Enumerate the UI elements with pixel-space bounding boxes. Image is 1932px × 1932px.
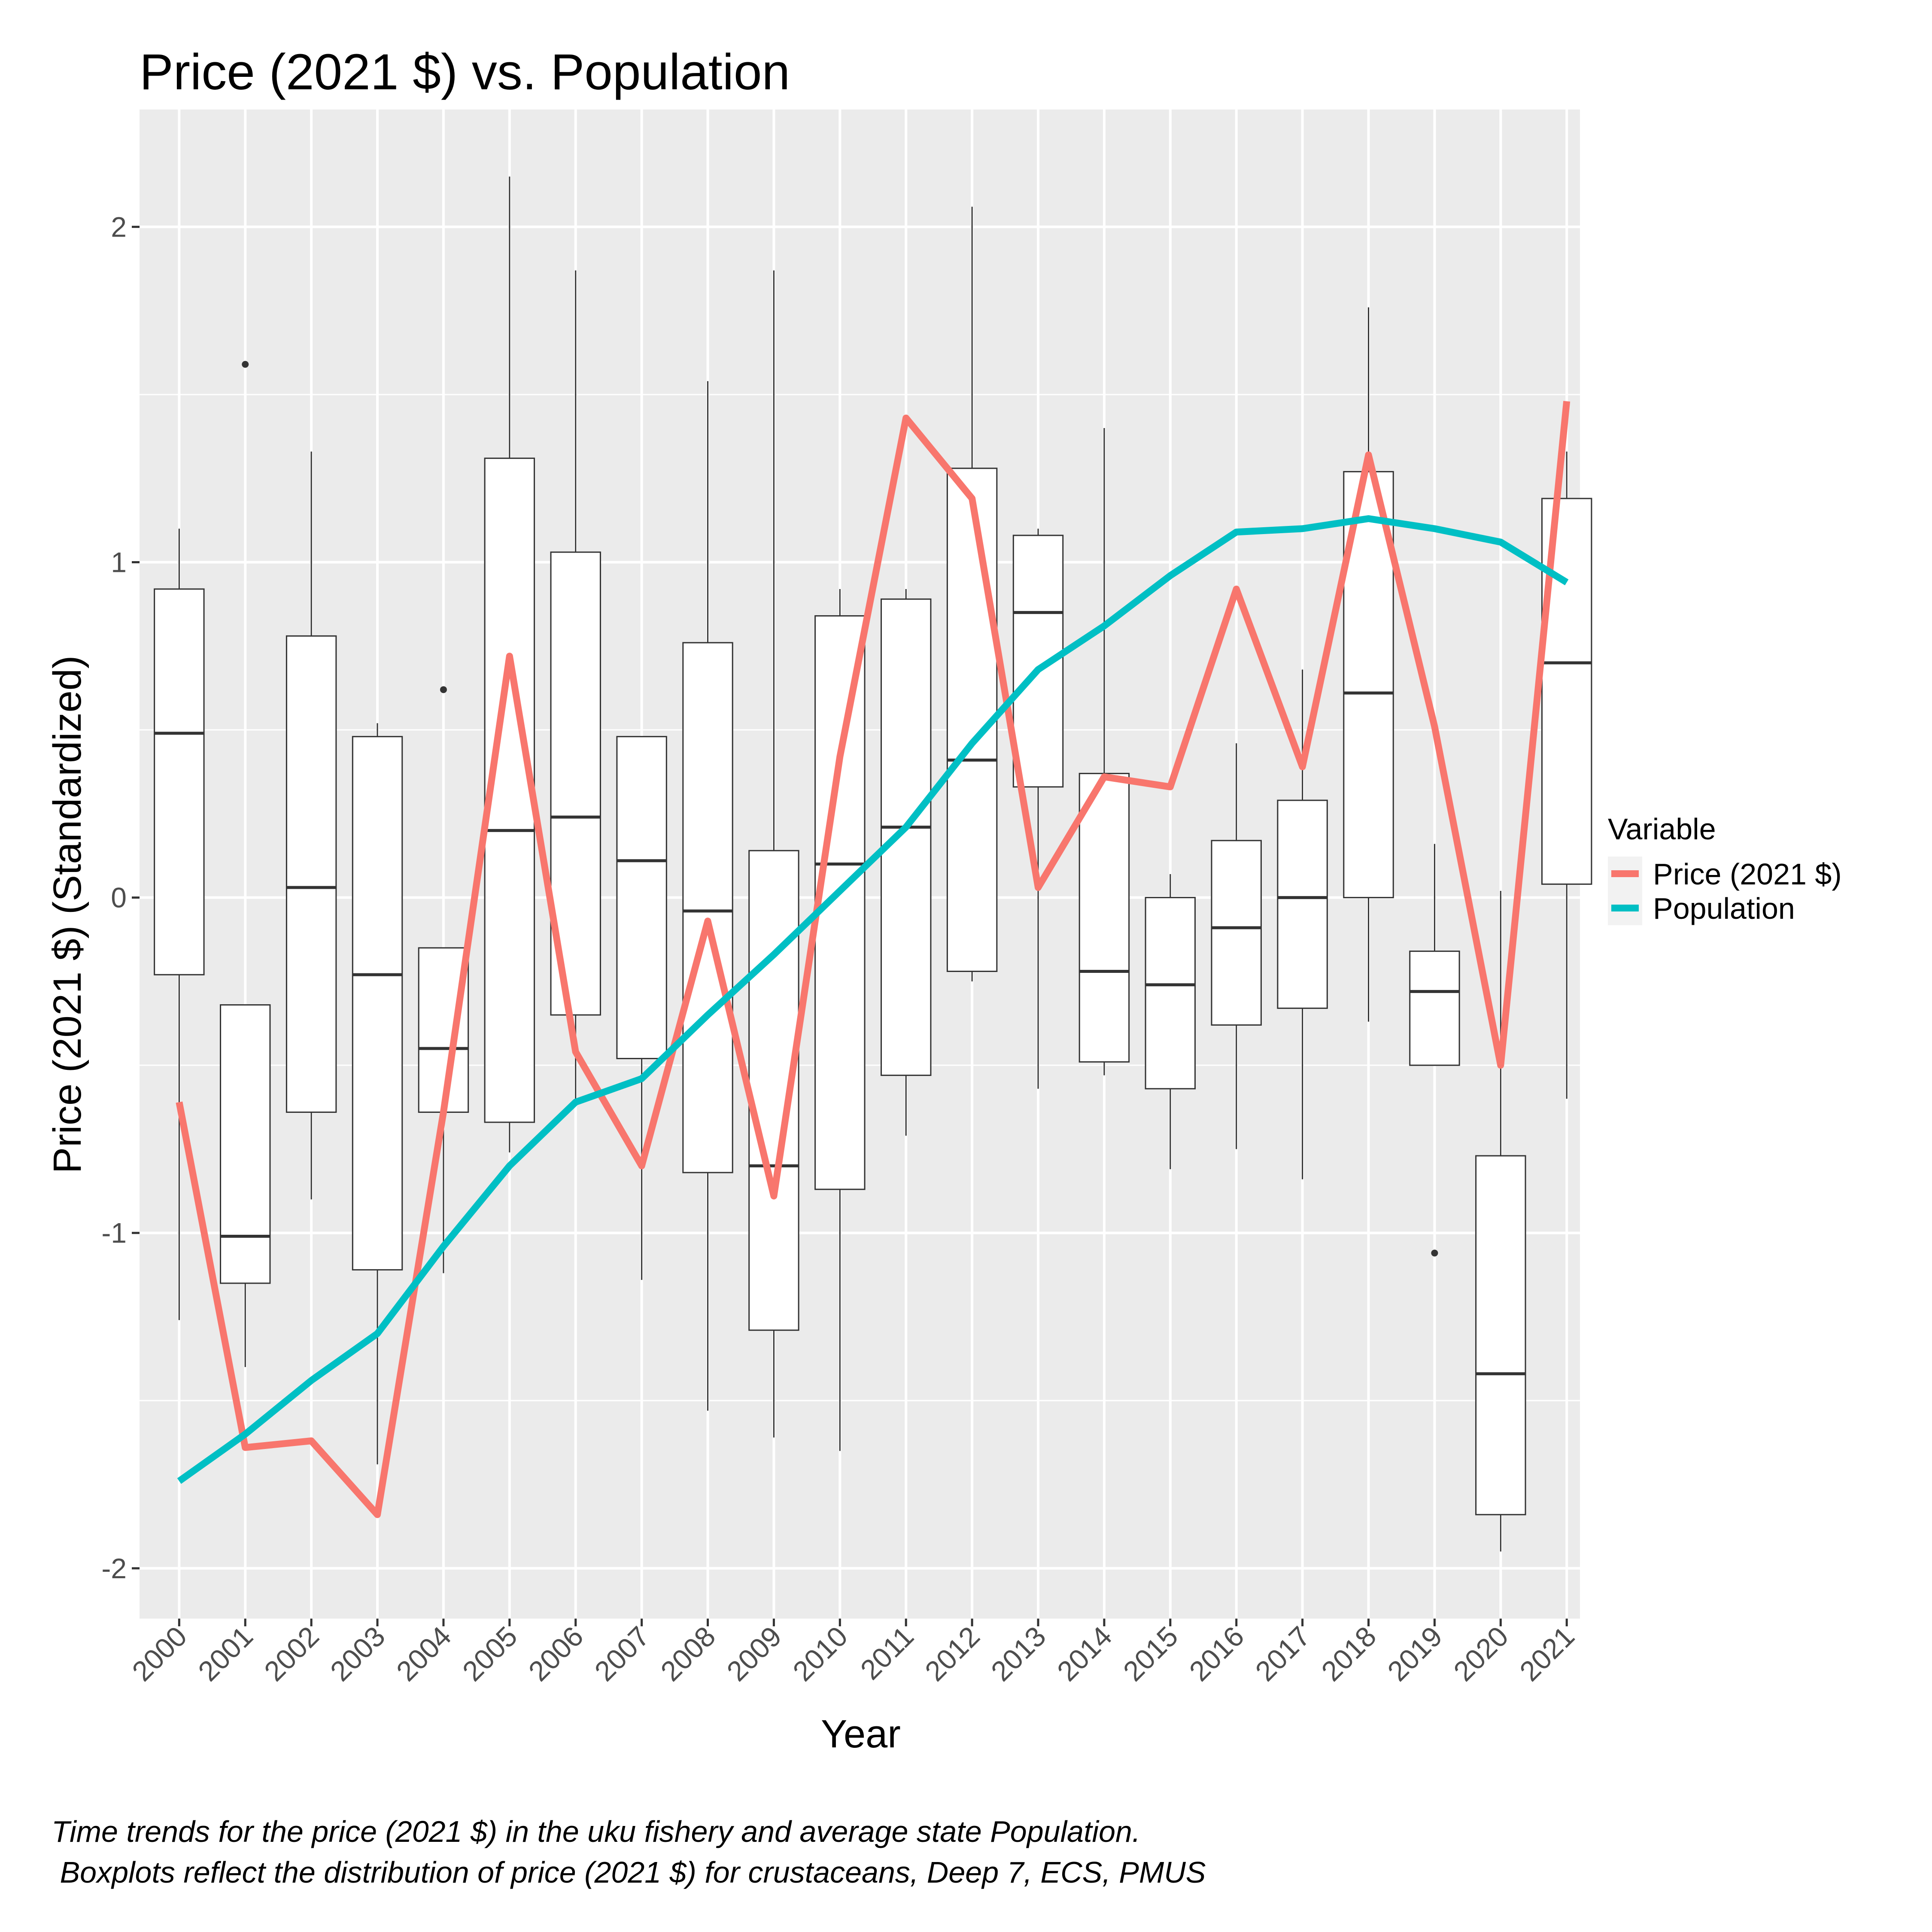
y-tick-label: -1 — [101, 1217, 127, 1249]
y-tick-label: 2 — [111, 211, 127, 243]
box — [616, 736, 667, 1060]
y-tick-label: -2 — [101, 1552, 127, 1584]
boxplot-2018 — [1343, 307, 1394, 1022]
chart-title: Price (2021 $) vs. Population — [140, 44, 790, 100]
outlier-point-0 — [242, 361, 249, 368]
legend-label-population: Population — [1653, 892, 1795, 925]
boxplot-2000 — [154, 529, 205, 1320]
box — [352, 736, 403, 1271]
box — [154, 588, 205, 975]
box — [748, 850, 799, 1331]
boxplot-2008 — [682, 381, 733, 1411]
box — [1277, 799, 1328, 1009]
box — [682, 642, 733, 1173]
box — [814, 615, 866, 1190]
legend: Variable Price (2021 $) Population — [1608, 812, 1842, 925]
boxplot-2002 — [286, 451, 337, 1200]
boxplot-2017 — [1277, 669, 1328, 1179]
x-axis-title: Year — [821, 1712, 901, 1756]
box — [1078, 773, 1130, 1063]
box — [1475, 1155, 1526, 1516]
caption-line-2: Boxplots reflect the distribution of pri… — [52, 1856, 1206, 1889]
boxplot-2001 — [220, 361, 271, 1367]
boxplot-2009 — [748, 270, 799, 1438]
legend-title: Variable — [1608, 812, 1716, 846]
boxplot-2006 — [550, 270, 601, 1099]
box — [1145, 897, 1196, 1090]
y-tick-label: 1 — [111, 547, 127, 578]
outlier-point-0 — [1431, 1249, 1438, 1257]
series-line-1 — [177, 515, 1569, 1484]
boxplot-2011 — [881, 589, 932, 1136]
box — [1211, 840, 1262, 1026]
outlier-point-0 — [440, 686, 447, 693]
box — [1409, 951, 1460, 1066]
box — [881, 598, 932, 1076]
boxplot-2019 — [1409, 844, 1460, 1257]
boxplot-2015 — [1145, 874, 1196, 1170]
series-lines — [176, 401, 1571, 1518]
boxplot-2020 — [1475, 890, 1526, 1552]
boxplots — [154, 176, 1592, 1552]
y-tick-label: 0 — [111, 882, 127, 914]
boxplot-2014 — [1078, 428, 1130, 1075]
boxplot-2016 — [1211, 743, 1262, 1149]
box — [220, 1004, 271, 1284]
series-line-0 — [176, 401, 1571, 1518]
legend-label-price: Price (2021 $) — [1653, 857, 1842, 891]
boxplot-2007 — [616, 736, 667, 1280]
box — [286, 635, 337, 1113]
y-axis-title: Price (2021 $) (Standardized) — [46, 656, 89, 1174]
boxplot-2003 — [352, 723, 403, 1464]
caption-line-1: Time trends for the price (2021 $) in th… — [52, 1815, 1140, 1848]
y-axis: -2 -1 0 1 2 — [101, 211, 140, 1584]
